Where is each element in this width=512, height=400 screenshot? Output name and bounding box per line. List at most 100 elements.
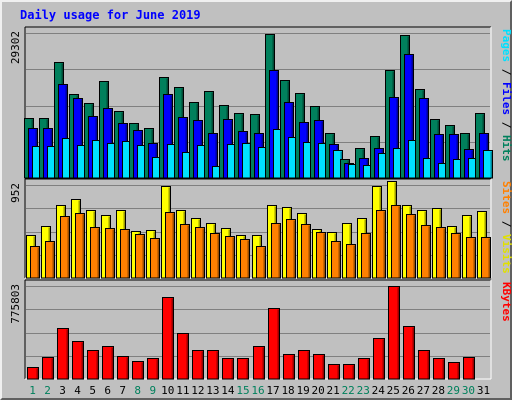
visits-bar-sites-shade	[127, 230, 129, 278]
hits-bar-files-shade	[396, 98, 398, 178]
legend-entry: /	[500, 214, 512, 234]
kbytes-bar-kbytes	[237, 358, 249, 380]
hits-bar-files-shade	[426, 99, 428, 178]
kbytes-bar-kbytes	[222, 358, 234, 380]
visits-bar-sites	[481, 237, 491, 279]
kbytes-bar-kbytes	[418, 350, 430, 380]
kbytes-bar-kbytes	[102, 346, 114, 380]
hits-bar-files-shade	[65, 85, 67, 178]
kbytes-bar-kbytes	[373, 338, 385, 380]
x-tick-label: 26	[402, 384, 415, 397]
kbytes-bar-kbytes-shade	[141, 362, 143, 379]
x-tick-label: 6	[104, 384, 111, 397]
visits-bar-sites-shade	[368, 234, 370, 278]
visits-bar-sites	[436, 227, 446, 279]
visits-bar-sites-shade	[278, 224, 280, 278]
visits-bar-sites-shade	[338, 242, 340, 278]
visits-bar-sites-shade	[473, 238, 475, 278]
legend-entry: Pages	[500, 29, 512, 62]
visits-bar-sites	[466, 237, 476, 279]
kbytes-bar-kbytes-shade	[216, 351, 218, 379]
kbytes-bar-kbytes-shade	[472, 358, 474, 379]
hits-bar-files-shade	[276, 71, 278, 178]
kbytes-bar-kbytes-shade	[51, 358, 53, 379]
visits-bar-sites	[361, 233, 371, 279]
visits-bar-sites-shade	[67, 217, 69, 278]
kbytes-bar-kbytes-shade	[367, 359, 369, 379]
hits-bar-files-shade	[411, 55, 413, 178]
visits-bar-sites-shade	[112, 229, 114, 278]
kbytes-side-legend: KBytes	[500, 282, 512, 322]
kbytes-bar-kbytes-shade	[337, 365, 339, 379]
visits-bar-sites-shade	[202, 228, 204, 278]
visits-bar-sites	[451, 233, 461, 279]
visits-bar-sites-shade	[443, 228, 445, 278]
kbytes-bar-kbytes-shade	[412, 327, 414, 379]
kbytes-bar-kbytes	[207, 350, 219, 380]
visits-bar-sites	[120, 229, 130, 279]
visits-bar-sites	[286, 219, 296, 279]
x-tick-label: 8	[134, 384, 141, 397]
kbytes-bar-kbytes-shade	[231, 359, 233, 379]
visits-bar-sites-shade	[52, 242, 54, 278]
kbytes-bar-kbytes	[268, 308, 280, 380]
legend-entry: Files	[500, 82, 512, 115]
visits-bar-sites	[271, 223, 281, 279]
visits-bar-sites	[30, 246, 40, 279]
legend-entry: Visits	[500, 234, 512, 274]
kbytes-bar-kbytes-shade	[457, 363, 459, 379]
kbytes-bar-kbytes-shade	[352, 365, 354, 379]
x-tick-label: 13	[206, 384, 219, 397]
kbytes-bar-kbytes	[162, 297, 174, 380]
x-tick-label: 11	[176, 384, 189, 397]
kbytes-bar-kbytes-shade	[322, 355, 324, 379]
visits-bar-sites-shade	[398, 206, 400, 278]
x-tick-label: 29	[447, 384, 460, 397]
visits-bar-sites	[406, 214, 416, 279]
visits-bar-sites-shade	[82, 214, 84, 278]
kbytes-ymax-label: 775803	[9, 284, 22, 324]
visits-bar-sites	[346, 244, 356, 279]
kbytes-bar-kbytes	[388, 286, 400, 380]
visits-bar-sites	[316, 232, 326, 279]
hits-bar-files-shade	[215, 134, 217, 178]
legend-entry: Sites	[500, 181, 512, 214]
legend-entry: KBytes	[500, 282, 512, 322]
kbytes-bar-kbytes-shade	[246, 359, 248, 379]
kbytes-bar-kbytes	[117, 356, 129, 380]
kbytes-bar-kbytes	[328, 364, 340, 380]
visits-bar-sites	[105, 228, 115, 279]
kbytes-bar-kbytes	[192, 350, 204, 380]
visits-bar-sites-shade	[428, 226, 430, 278]
visits-bar-sites-shade	[157, 239, 159, 278]
hits-bar-files-shade	[170, 95, 172, 178]
visits-bar-sites-shade	[413, 215, 415, 278]
kbytes-bar-kbytes-shade	[201, 351, 203, 379]
hits-ymax-label: 29302	[9, 31, 22, 64]
x-tick-label: 22	[342, 384, 355, 397]
kbytes-bar-kbytes-shade	[111, 347, 113, 379]
visits-bar-sites-shade	[172, 213, 174, 278]
kbytes-bar-kbytes	[298, 350, 310, 380]
kbytes-bar-kbytes	[27, 367, 39, 380]
hits-side-legend: Pages / Files / Hits	[500, 29, 512, 162]
x-tick-label: 14	[221, 384, 235, 397]
visits-bar-sites-shade	[97, 228, 99, 278]
visits-bar-sites-shade	[247, 240, 249, 278]
hits-bar-files-shade	[80, 99, 82, 178]
kbytes-bar-kbytes	[313, 354, 325, 380]
visits-bar-sites-shade	[232, 237, 234, 278]
kbytes-bar-kbytes	[72, 341, 84, 380]
kbytes-bar-kbytes-shade	[81, 342, 83, 379]
x-tick-label: 16	[251, 384, 264, 397]
kbytes-bar-kbytes	[147, 358, 159, 380]
x-tick-label: 31	[477, 384, 490, 397]
visits-bar-sites	[150, 238, 160, 279]
x-tick-label: 28	[432, 384, 445, 397]
visits-bar-sites	[301, 224, 311, 279]
visits-bar-sites	[135, 234, 145, 279]
visits-bar-sites-shade	[263, 247, 265, 278]
hits-bar-pages	[483, 150, 493, 179]
visits-bar-sites-shade	[308, 225, 310, 278]
x-tick-label: 17	[266, 384, 279, 397]
